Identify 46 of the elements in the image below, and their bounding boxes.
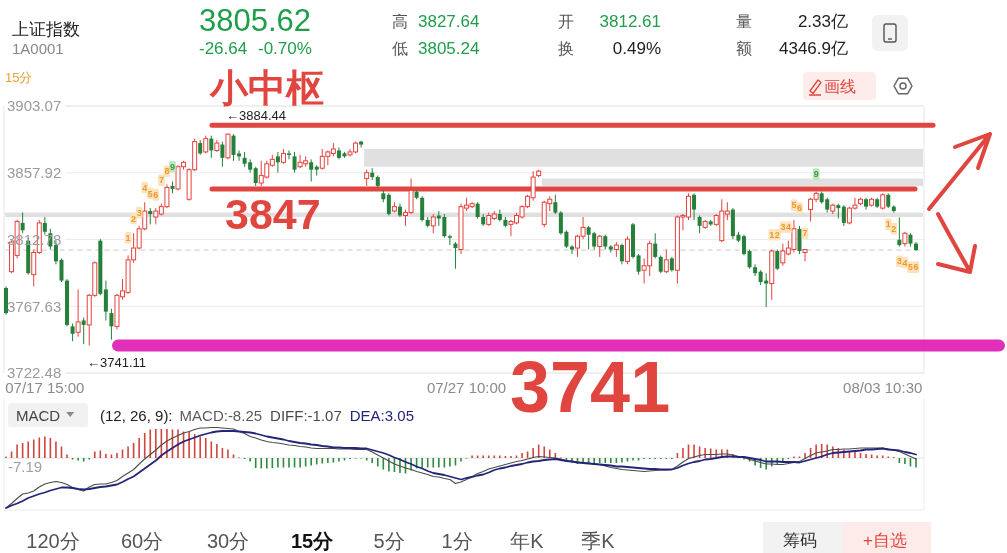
text: 120分: [26, 530, 80, 552]
annotation: -7.19: [8, 457, 43, 475]
text: 15分: [290, 530, 335, 552]
text: 年K: [510, 530, 545, 552]
annotation: ←3884.44: [226, 107, 286, 123]
text: +自选: [863, 531, 907, 550]
chart-subtitle: (12, 26, 9):: [100, 407, 173, 424]
text: 4346.9亿: [779, 39, 848, 58]
text: 2.33亿: [797, 12, 848, 31]
x-tick-label: 07/27 10:00: [426, 379, 507, 396]
text: 3805.24: [418, 39, 480, 58]
text: 3805.62: [199, 3, 312, 38]
x-tick-label: 07/17 15:00: [5, 379, 85, 396]
text: 0.49%: [612, 39, 661, 58]
ref-line-label: 小中枢: [209, 67, 324, 110]
text: 30分: [206, 530, 250, 552]
series-label: DEA:3.05: [349, 407, 414, 424]
x-tick-label: 08/03 10:30: [843, 379, 923, 396]
text: 3827.64: [418, 12, 480, 31]
text: MACD:-8.25: [179, 407, 263, 424]
text: 季K: [581, 530, 616, 552]
text: 60分: [120, 530, 164, 552]
y-tick-label: 3722.48: [7, 364, 62, 382]
text: 画线: [824, 78, 856, 95]
text: 低: [392, 40, 408, 57]
text: 5分: [373, 530, 405, 552]
chart-title: MACD: [16, 407, 61, 424]
text: 筹码: [783, 531, 817, 550]
text: 量: [736, 13, 752, 30]
annotation: ←3741.11: [87, 354, 147, 370]
text: 额: [736, 40, 752, 57]
text: -26.64: [199, 39, 248, 58]
ref-line-label: 3847: [225, 189, 321, 238]
series-label: DIFF:-1.07: [270, 407, 342, 424]
text: 1A0001: [12, 40, 64, 57]
chart-subtitle: 15分: [5, 70, 33, 85]
ref-line-label: 3741: [510, 346, 671, 427]
y-tick-label: 3903.07: [7, 97, 62, 115]
text: 开: [558, 13, 574, 30]
text: 1分: [441, 530, 473, 552]
text: 3812.61: [599, 12, 661, 31]
text: 高: [392, 13, 408, 30]
y-tick-label: 3857.92: [7, 164, 62, 182]
text: -0.70%: [258, 39, 312, 58]
text: 上证指数: [12, 20, 80, 39]
text: 换: [558, 40, 574, 57]
